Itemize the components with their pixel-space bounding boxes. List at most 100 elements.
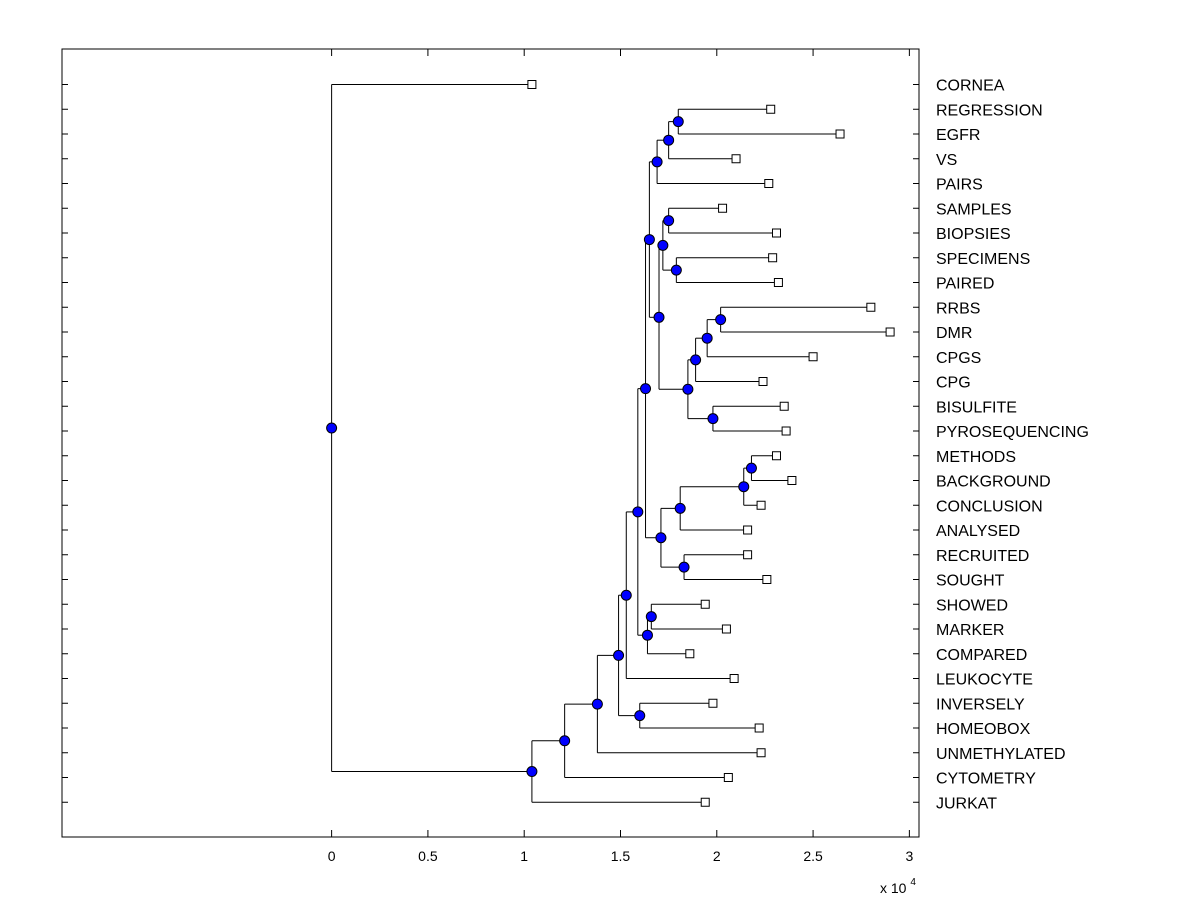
leaf-marker-recruited [743,550,753,560]
leaf-marker-background [787,476,797,485]
merge-node-m24 [634,710,646,722]
x-tick-label: 2 [713,848,721,864]
leaf-label-methods: METHODS [936,449,1016,466]
leaf-marker-cpgs [808,352,818,362]
x-tick-label: 0 [328,848,336,864]
plot-frame [61,48,920,838]
merge-node-m2 [663,134,675,146]
leaf-marker-vs [731,154,741,164]
leaf-marker-compared [685,649,695,659]
leaf-label-conclusion: CONCLUSION [936,498,1043,515]
merge-node-m13 [643,234,655,246]
merge-node-m18 [655,532,667,544]
leaf-marker-sought [762,575,772,584]
x-tick-label: 2.5 [803,848,823,864]
leaf-marker-showed [700,599,710,609]
y-ticks [62,84,919,803]
merge-node-m20 [645,611,657,623]
leaf-marker-bisulfite [779,401,789,411]
merge-node-m10 [707,413,719,425]
leaf-label-paired: PAIRED [936,276,994,293]
leaf-marker-marker [721,624,731,634]
leaf-label-cytometry: CYTOMETRY [936,771,1036,788]
leaf-label-marker: MARKER [936,622,1004,639]
leaf-label-cornea: CORNEA [936,78,1005,95]
leaf-label-jurkat: JURKAT [936,795,997,812]
merge-node-m23 [620,589,632,601]
leaf-label-vs: VS [936,152,957,169]
merge-node-m11 [682,383,694,395]
leaf-marker-unmethylated [756,748,766,758]
merge-node-m3 [651,156,663,168]
leaf-label-analysed: ANALYSED [936,523,1020,540]
leaf-label-sought: SOUGHT [936,573,1005,590]
leaf-marker-samples [718,203,728,213]
leaf-label-showed: SHOWED [936,597,1008,614]
leaf-label-compared: COMPARED [936,647,1027,664]
merge-node-m1 [672,116,684,128]
leaf-marker-cytometry [723,773,733,782]
x-tick-label: 0.5 [418,848,438,864]
leaf-marker-specimens [768,253,778,263]
leaf-label-bisulfite: BISULFITE [936,399,1017,416]
leaf-marker-jurkat [700,797,710,807]
merge-node-m17 [678,561,690,573]
x-multiplier-label: x 10 4 [880,877,916,896]
leaf-labels: CORNEA REGRESSION EGFR VS PAIRS SAMPLES BIOPSI… [936,78,1089,813]
leaf-label-dmr: DMR [936,325,972,342]
merge-node-m16 [674,502,686,514]
leaf-label-leukocyte: LEUKOCYTE [936,672,1033,689]
merge-node-m14 [745,462,757,474]
leaf-label-pyrosequencing: PYROSEQUENCING [936,424,1089,441]
leaf-label-egfr: EGFR [936,127,980,144]
merge-nodes [326,116,757,778]
leaf-label-rrbs: RRBS [936,300,980,317]
leaf-marker-biopsies [771,228,781,238]
x-multiplier-base: x 10 [880,880,907,896]
x-tick-label: 1.5 [611,848,631,864]
x-tick-label: 3 [905,848,913,864]
merge-node-m4 [663,215,675,227]
leaf-markers [527,80,895,807]
leaf-marker-cornea [527,80,537,89]
leaf-marker-dmr [885,327,895,337]
merge-node-m7 [715,314,727,326]
leaf-label-cpg: CPG [936,375,971,392]
leaf-label-cpgs: CPGS [936,350,981,367]
leaf-label-regression: REGRESSION [936,102,1043,119]
leaf-marker-rrbs [866,302,876,312]
merge-node-m19 [640,383,652,395]
branch-lines [331,84,891,803]
merge-node-m15 [738,481,750,493]
leaf-label-pairs: PAIRS [936,177,983,194]
leaf-marker-pyrosequencing [781,426,791,436]
merge-node-m9 [690,354,702,366]
merge-node-m22 [632,506,644,518]
leaf-marker-methods [771,451,781,461]
merge-node-m8 [701,332,713,344]
merge-node-m25 [613,649,625,661]
merge-node-m27 [559,735,571,747]
leaf-label-samples: SAMPLES [936,201,1012,218]
leaf-label-unmethylated: UNMETHYLATED [936,746,1066,763]
leaf-label-inversely: INVERSELY [936,696,1025,713]
leaf-marker-analysed [743,525,753,535]
leaf-marker-egfr [835,129,845,139]
x-axis: 0 0.5 1 1.5 2 2.5 3 [328,49,913,864]
leaf-label-recruited: RECRUITED [936,548,1029,565]
x-multiplier-exponent: 4 [910,877,916,888]
leaf-marker-cpg [758,377,768,386]
merge-node-root [326,422,338,434]
leaf-label-biopsies: BIOPSIES [936,226,1011,243]
merge-node-m21 [641,629,653,641]
merge-node-m6 [657,239,669,251]
leaf-marker-paired [773,278,783,287]
leaf-marker-homeobox [754,723,764,733]
leaf-label-specimens: SPECIMENS [936,251,1030,268]
leaf-marker-inversely [708,698,718,708]
x-tick-label: 1 [520,848,528,864]
leaf-marker-conclusion [756,500,766,510]
merge-node-m26 [591,698,603,710]
merge-node-m5 [670,264,682,276]
